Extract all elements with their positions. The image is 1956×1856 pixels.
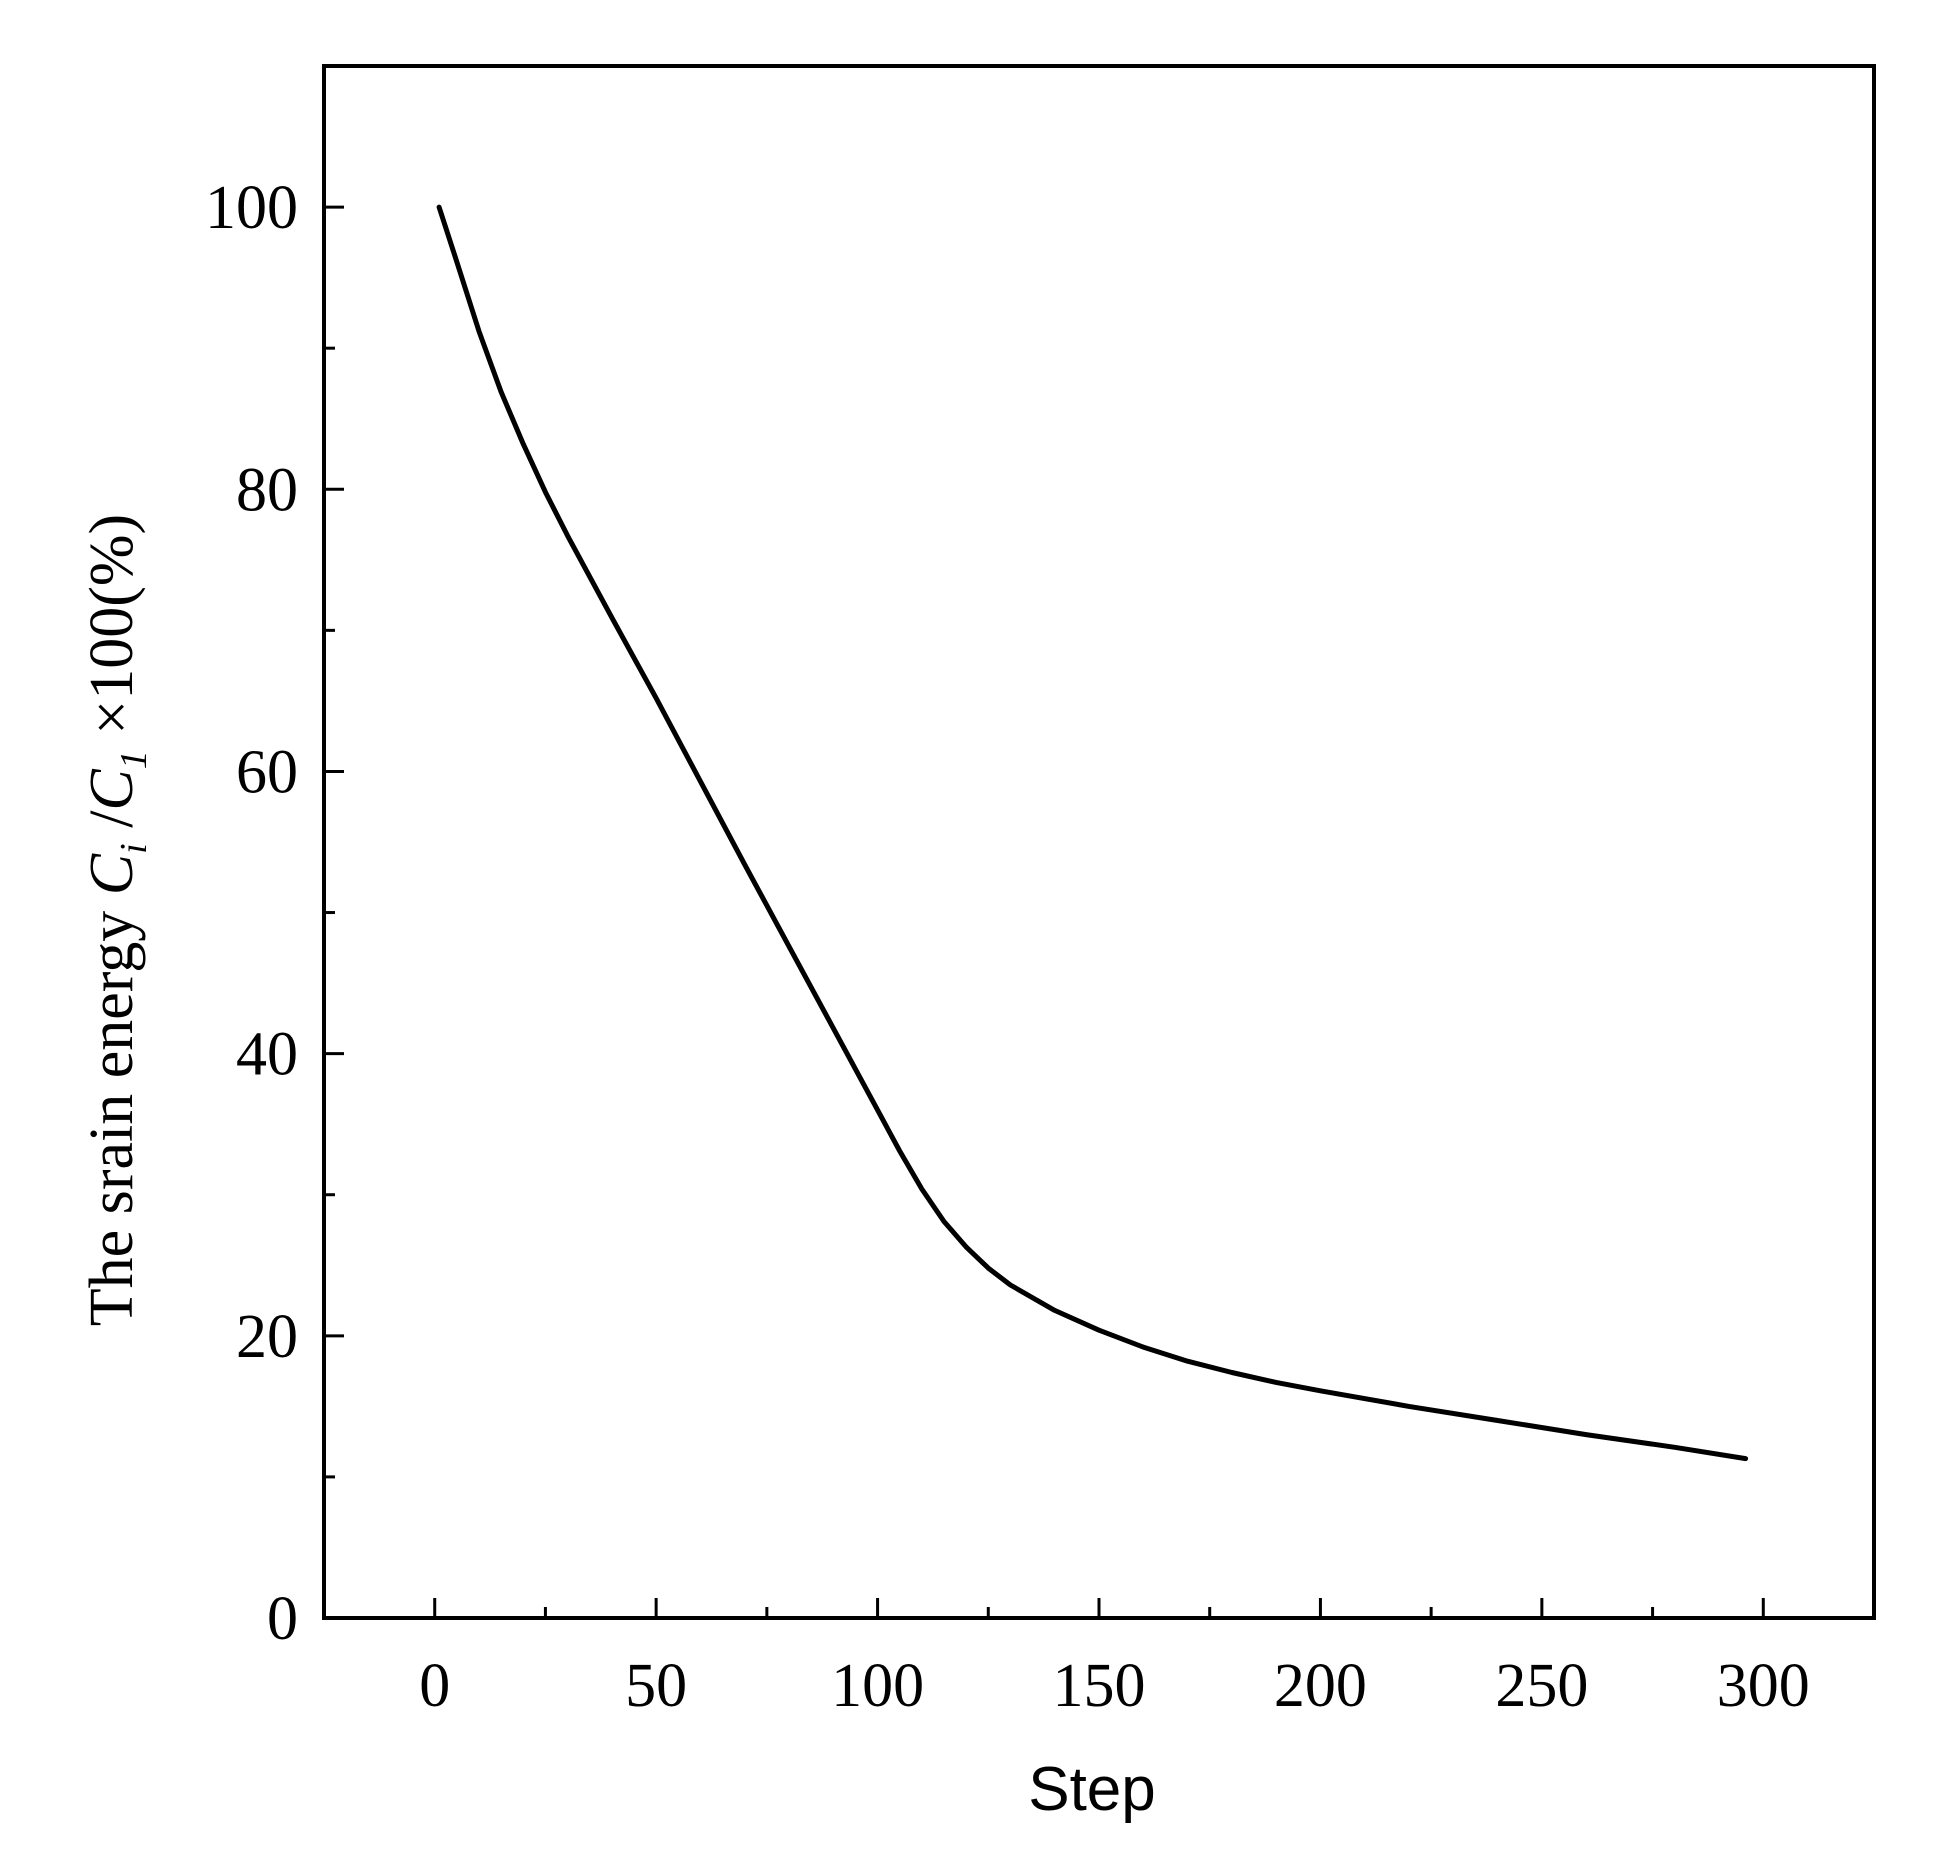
y-axis-title-var1: C [78, 853, 146, 895]
x-tick-label: 250 [1495, 1652, 1588, 1720]
y-axis-title-prefix: The srain energy [78, 895, 146, 1326]
x-tick-label: 300 [1717, 1652, 1810, 1720]
plot-frame-border [322, 64, 1876, 1620]
x-axis-title: Step [1028, 1755, 1156, 1824]
x-tick-label: 100 [831, 1652, 924, 1720]
x-tick-label: 150 [1053, 1652, 1146, 1720]
y-tick-label: 40 [236, 1021, 298, 1089]
y-axis-title-suffix: ×100(%) [78, 514, 146, 750]
y-axis-title-sub2: 1 [113, 750, 155, 769]
y-tick-label: 20 [236, 1303, 298, 1371]
series-line [436, 204, 1749, 1462]
x-tick-label: 0 [419, 1652, 450, 1720]
plot-frame [322, 64, 1876, 1620]
y-axis-title-sep: / [78, 810, 146, 844]
x-tick-label: 50 [625, 1652, 687, 1720]
series-group [436, 204, 1749, 1462]
y-axis-title-var2: C [78, 769, 146, 811]
x-axis: 0 50 100 150 200 250 300 [419, 1598, 1810, 1720]
y-tick-label: 100 [205, 174, 298, 242]
x-tick-label: 200 [1274, 1652, 1367, 1720]
y-axis-title-sub1: i [113, 843, 155, 854]
y-tick-label: 0 [267, 1585, 298, 1653]
y-tick-label: 60 [236, 738, 298, 806]
y-tick-label: 80 [236, 456, 298, 524]
y-axis: 0 20 40 60 80 100 [205, 174, 344, 1653]
y-axis-title: The srain energy Ci /C1 ×100(%) [78, 514, 155, 1326]
